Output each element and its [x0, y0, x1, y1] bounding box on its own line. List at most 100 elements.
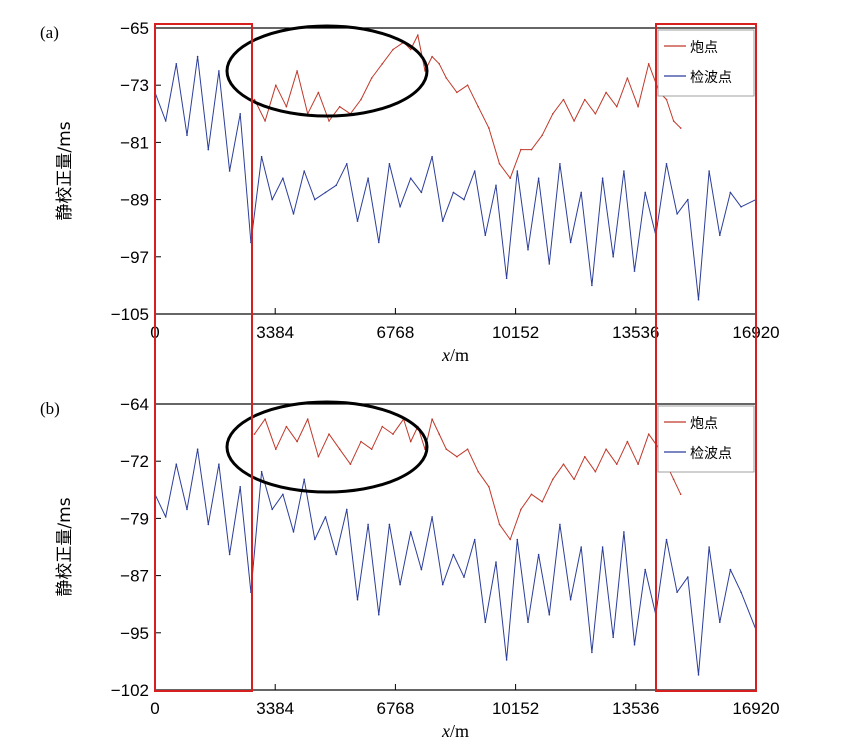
data-point [498, 523, 501, 526]
data-point [409, 48, 412, 51]
data-point [282, 493, 284, 496]
data-point [509, 177, 512, 179]
x-axis-label: x/m [441, 721, 469, 741]
data-point [665, 98, 668, 101]
legend-entry: 炮点 [690, 40, 718, 56]
data-point [559, 163, 561, 165]
data-point [164, 120, 167, 122]
data-point [420, 191, 423, 194]
y-tick-label: −64 [120, 395, 149, 414]
y-tick-label: −73 [120, 76, 149, 95]
data-point [584, 455, 586, 458]
data-point [601, 177, 604, 179]
highlight-ellipse [225, 24, 429, 118]
data-point [175, 463, 178, 466]
data-point [285, 105, 288, 108]
data-point [399, 206, 401, 208]
data-point [207, 523, 210, 526]
data-point [623, 531, 625, 533]
y-tick-label: −89 [120, 191, 149, 210]
data-point [591, 284, 593, 287]
data-point [260, 155, 263, 158]
data-point [164, 516, 167, 518]
data-point [616, 463, 618, 466]
data-point [665, 163, 668, 165]
legend-entry: 炮点 [690, 416, 718, 432]
data-point [253, 433, 256, 435]
data-point [719, 621, 721, 624]
data-point [612, 255, 614, 258]
data-point [303, 478, 306, 481]
data-point [438, 63, 441, 65]
legend-box [657, 29, 755, 97]
data-point [637, 105, 639, 108]
highlight-ellipse [225, 400, 429, 494]
data-point [441, 220, 444, 222]
data-point [647, 433, 650, 435]
data-point [484, 621, 487, 624]
y-tick-label: −81 [120, 133, 149, 152]
data-point [672, 120, 675, 122]
data-point [601, 546, 604, 548]
data-point [367, 523, 369, 526]
y-tick-label: −79 [120, 509, 149, 528]
data-point [626, 77, 629, 79]
y-tick-label: −97 [120, 248, 149, 267]
data-point [740, 591, 742, 593]
data-point [665, 538, 668, 541]
data-point [360, 440, 362, 443]
data-point [392, 433, 394, 435]
data-point [417, 34, 419, 36]
y-axis-label: 静校正量/ms [55, 497, 75, 596]
series-line-receiver [154, 448, 757, 676]
data-point [719, 234, 721, 237]
x-tick-label: 0 [150, 699, 159, 718]
data-point [676, 591, 678, 593]
x-tick-label: 3384 [256, 323, 294, 342]
highlight-box-left [154, 23, 253, 692]
data-point [594, 470, 597, 473]
data-point [573, 478, 575, 481]
data-point [271, 198, 274, 201]
data-point [260, 470, 263, 473]
y-axis-label: 静校正量/ms [55, 121, 75, 220]
data-point [239, 113, 241, 115]
data-point [520, 508, 522, 511]
data-point [239, 486, 241, 488]
legend-box [657, 405, 755, 473]
data-point [409, 177, 412, 179]
data-point [218, 463, 220, 466]
x-tick-label: 10152 [492, 699, 539, 718]
data-point [264, 120, 266, 122]
x-tick-label: 6768 [376, 323, 414, 342]
data-point [488, 127, 490, 129]
data-point [616, 105, 618, 108]
data-point [186, 134, 188, 137]
data-point [647, 63, 650, 65]
data-point [360, 98, 362, 101]
data-point [516, 538, 519, 541]
data-point [253, 98, 256, 101]
data-point [473, 538, 476, 541]
data-point [509, 538, 512, 541]
data-point [218, 70, 220, 72]
data-point [679, 493, 682, 496]
data-point [282, 177, 284, 179]
data-point [420, 568, 423, 571]
data-point [456, 455, 458, 458]
data-point [335, 184, 338, 187]
data-point [431, 418, 433, 420]
data-point [552, 478, 554, 481]
data-point [672, 478, 675, 481]
data-point [296, 70, 298, 72]
data-point [729, 568, 732, 571]
data-point [324, 191, 327, 194]
data-point [275, 448, 277, 451]
data-point [541, 134, 543, 137]
x-tick-label: 13536 [612, 699, 659, 718]
data-point [530, 493, 533, 496]
data-point [381, 63, 384, 65]
data-point [729, 191, 732, 194]
data-point [431, 516, 433, 518]
